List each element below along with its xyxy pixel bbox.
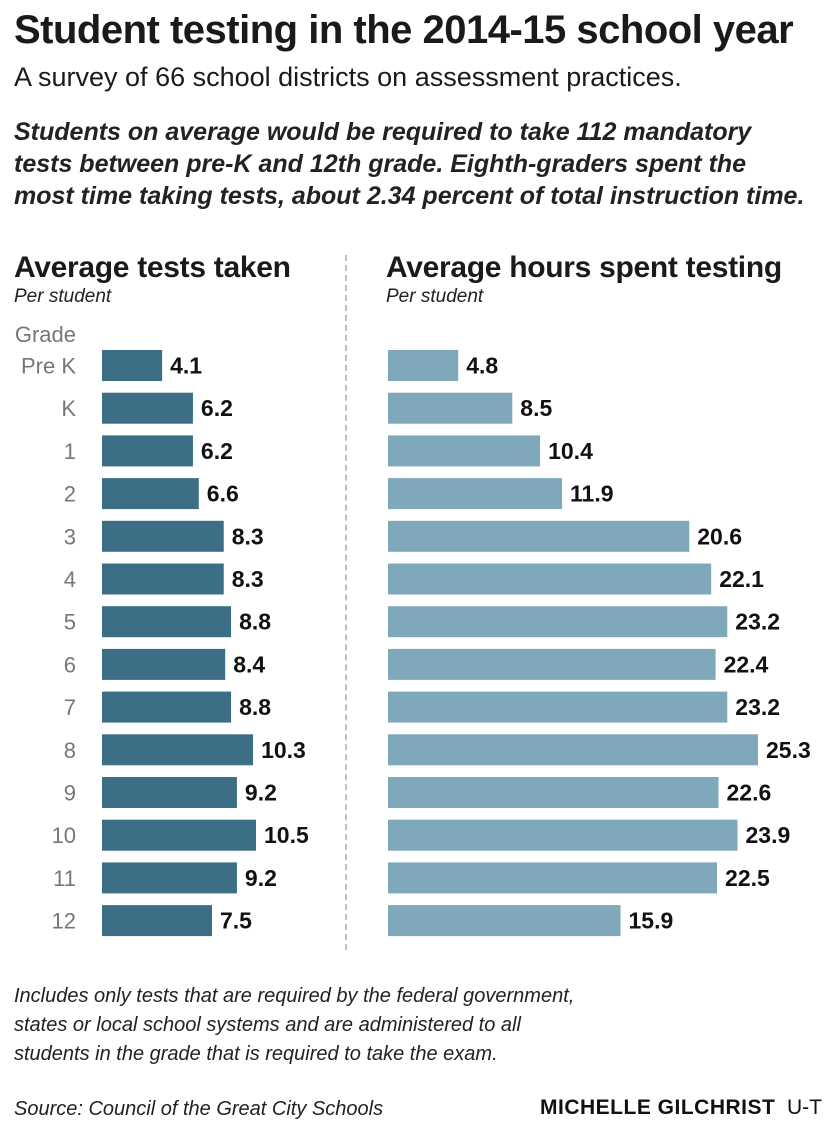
tests-bar bbox=[102, 435, 193, 467]
hours-value-label: 25.3 bbox=[766, 737, 811, 763]
credit-org: U-T bbox=[787, 1096, 822, 1119]
intro-line: tests between pre-K and 12th grade. Eigh… bbox=[14, 150, 747, 178]
grade-label: 5 bbox=[64, 610, 76, 635]
tests-panel-title: Average tests taken bbox=[14, 251, 291, 284]
grade-label: 2 bbox=[64, 482, 76, 507]
hours-value-label: 23.2 bbox=[735, 609, 780, 635]
tests-bar bbox=[102, 691, 232, 723]
hours-value-label: 11.9 bbox=[570, 481, 614, 507]
tests-bar bbox=[102, 777, 237, 808]
tests-value-label: 8.4 bbox=[233, 651, 265, 677]
hours-panel-title: Average hours spent testing bbox=[386, 251, 782, 284]
hours-value-label: 4.8 bbox=[466, 353, 498, 379]
hours-value-label: 22.5 bbox=[725, 865, 770, 891]
hours-value-label: 22.4 bbox=[724, 651, 769, 677]
hours-bar bbox=[388, 905, 621, 937]
footnote-line: states or local school systems and are a… bbox=[14, 1014, 521, 1036]
grade-label: 12 bbox=[52, 909, 76, 934]
hours-bar bbox=[388, 734, 758, 766]
hours-value-label: 8.5 bbox=[520, 395, 552, 421]
tests-bar bbox=[102, 563, 224, 595]
intro-line: most time taking tests, about 2.34 perce… bbox=[14, 182, 805, 210]
hours-bar bbox=[388, 563, 712, 595]
hours-bar bbox=[388, 392, 513, 424]
hours-bar bbox=[388, 350, 459, 381]
panel-divider bbox=[345, 255, 347, 950]
intro-line: Students on average would be required to… bbox=[14, 118, 752, 146]
footnote-line: Includes only tests that are required by… bbox=[14, 985, 575, 1007]
hours-bar bbox=[388, 862, 718, 894]
tests-value-label: 6.2 bbox=[201, 438, 233, 464]
tests-bar bbox=[102, 392, 193, 424]
tests-value-label: 4.1 bbox=[170, 353, 202, 379]
tests-value-label: 8.3 bbox=[232, 566, 264, 592]
tests-value-label: 6.6 bbox=[207, 481, 239, 507]
grade-label: 3 bbox=[64, 524, 76, 549]
footnote: Includes only tests that are required by… bbox=[14, 982, 834, 1069]
chart-title: Student testing in the 2014-15 school ye… bbox=[14, 8, 794, 52]
source-note: Source: Council of the Great City School… bbox=[14, 1098, 384, 1120]
hours-bar bbox=[388, 777, 719, 808]
tests-value-label: 9.2 bbox=[245, 865, 277, 891]
grade-label: 11 bbox=[53, 866, 76, 891]
hours-value-label: 23.9 bbox=[746, 822, 791, 848]
byline: MICHELLE GILCHRIST U-T bbox=[540, 1096, 822, 1120]
hours-bar bbox=[388, 691, 728, 723]
grade-axis-title: Grade bbox=[15, 322, 76, 347]
grade-label: 7 bbox=[64, 695, 76, 720]
hours-value-label: 22.1 bbox=[719, 566, 764, 592]
tests-value-label: 8.3 bbox=[232, 523, 264, 549]
tests-value-label: 7.5 bbox=[220, 908, 252, 934]
credit-name: MICHELLE GILCHRIST bbox=[540, 1096, 776, 1119]
grade-label: 1 bbox=[64, 439, 76, 464]
hours-value-label: 23.2 bbox=[735, 694, 780, 720]
hours-panel-subtitle: Per student bbox=[386, 286, 484, 307]
tests-value-label: 10.5 bbox=[264, 822, 309, 848]
grade-label: K bbox=[61, 396, 76, 421]
tests-bar bbox=[102, 606, 232, 638]
tests-bar bbox=[102, 350, 163, 381]
grade-label: 8 bbox=[64, 738, 76, 763]
grade-label: 4 bbox=[64, 567, 76, 592]
tests-bar bbox=[102, 819, 256, 851]
tests-bar bbox=[102, 905, 212, 937]
tests-value-label: 8.8 bbox=[239, 609, 271, 635]
chart-subtitle: A survey of 66 school districts on asses… bbox=[14, 62, 682, 92]
tests-bar bbox=[102, 734, 254, 766]
tests-bar bbox=[102, 862, 237, 894]
hours-bar bbox=[388, 435, 541, 467]
tests-value-label: 6.2 bbox=[201, 395, 233, 421]
hours-value-label: 22.6 bbox=[727, 780, 772, 806]
tests-value-label: 10.3 bbox=[261, 737, 306, 763]
tests-bar bbox=[102, 520, 224, 552]
hours-bar bbox=[388, 478, 563, 510]
hours-value-label: 15.9 bbox=[629, 908, 674, 934]
hours-bar bbox=[388, 819, 738, 851]
hours-value-label: 20.6 bbox=[697, 523, 742, 549]
footnote-line: students in the grade that is required t… bbox=[14, 1043, 498, 1065]
tests-value-label: 9.2 bbox=[245, 780, 277, 806]
hours-bar bbox=[388, 520, 690, 552]
grade-label: Pre K bbox=[21, 354, 76, 379]
hours-bar bbox=[388, 606, 728, 638]
tests-panel-subtitle: Per student bbox=[14, 286, 112, 307]
grade-label: 10 bbox=[52, 823, 76, 848]
tests-bar bbox=[102, 648, 226, 680]
hours-bar bbox=[388, 648, 716, 680]
intro-text: Students on average would be required to… bbox=[14, 116, 834, 212]
tests-bar bbox=[102, 478, 199, 510]
hours-value-label: 10.4 bbox=[548, 438, 593, 464]
grade-label: 9 bbox=[64, 781, 76, 806]
tests-value-label: 8.8 bbox=[239, 694, 271, 720]
grade-label: 6 bbox=[64, 652, 76, 677]
